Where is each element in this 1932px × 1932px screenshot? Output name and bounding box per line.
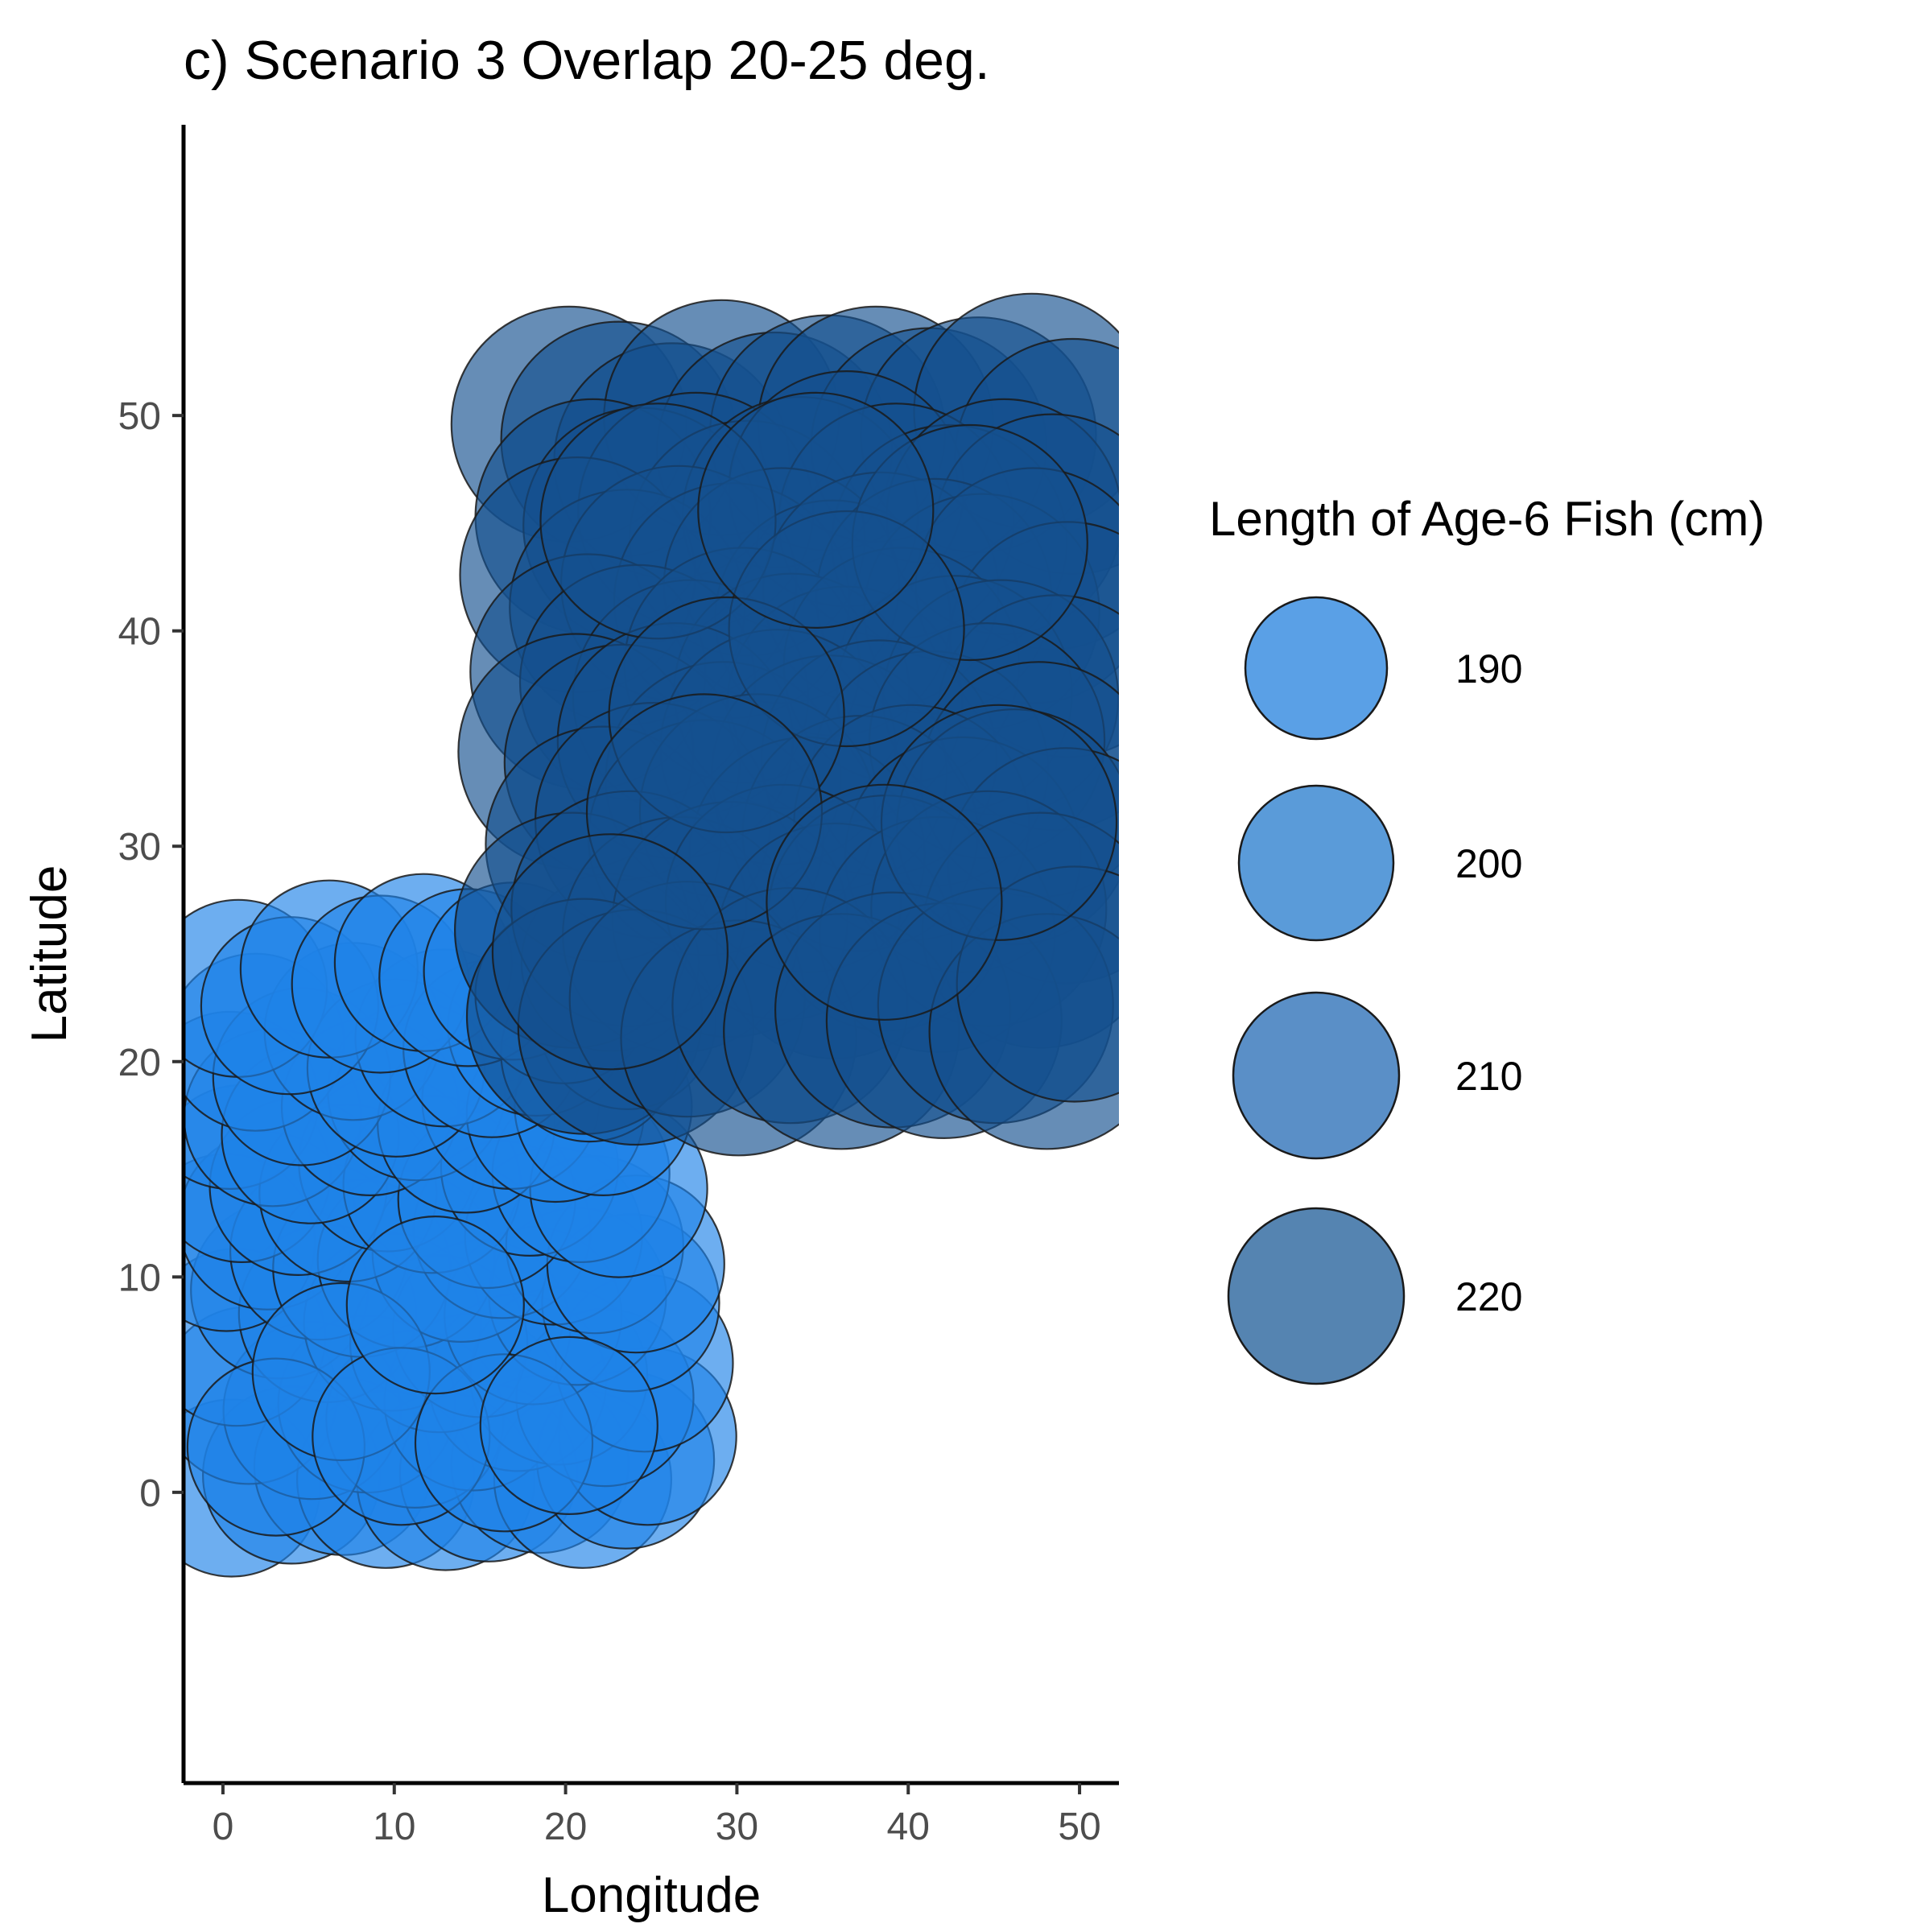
legend-label-210: 210 bbox=[1455, 1054, 1522, 1099]
bubble-northeast-89 bbox=[766, 783, 1003, 1021]
legend-key-200 bbox=[1237, 784, 1395, 942]
bubble-southwest-79 bbox=[345, 1215, 525, 1395]
legend-key-190 bbox=[1244, 596, 1389, 741]
bubble-northeast-91 bbox=[697, 391, 935, 630]
x-tick-label-10: 10 bbox=[373, 1806, 415, 1848]
x-tick-label-0: 0 bbox=[213, 1806, 234, 1848]
y-tick-label-40: 40 bbox=[118, 611, 161, 654]
bubble-southwest-78 bbox=[479, 1335, 658, 1516]
x-tick-label-50: 50 bbox=[1058, 1806, 1100, 1848]
x-tick-label-40: 40 bbox=[887, 1806, 930, 1848]
chart-title: c) Scenario 3 Overlap 20-25 deg. bbox=[184, 30, 990, 91]
x-tick-label-20: 20 bbox=[544, 1806, 587, 1848]
legend-label-200: 200 bbox=[1455, 841, 1522, 886]
y-axis-title: Latitude bbox=[22, 865, 77, 1043]
legend-key-210 bbox=[1232, 991, 1401, 1160]
y-tick-label-0: 0 bbox=[139, 1472, 161, 1515]
legend-label-220: 220 bbox=[1455, 1274, 1522, 1319]
legend-key-220 bbox=[1227, 1207, 1406, 1385]
legend-label-190: 190 bbox=[1455, 646, 1522, 691]
x-axis-title: Longitude bbox=[542, 1868, 761, 1923]
bubbles-layer bbox=[184, 292, 1119, 1578]
bubble-northeast-90 bbox=[491, 833, 729, 1071]
x-tick-label-30: 30 bbox=[716, 1806, 758, 1848]
y-tick-label-30: 30 bbox=[118, 826, 161, 869]
y-tick-label-20: 20 bbox=[118, 1042, 161, 1084]
y-tick-label-50: 50 bbox=[118, 395, 161, 438]
legend: Length of Age-6 Fish (cm) 190 200 210 220 bbox=[1209, 492, 1765, 1385]
y-tick-label-10: 10 bbox=[118, 1257, 161, 1299]
y-ticks: 0 10 20 30 40 50 bbox=[118, 395, 184, 1515]
legend-title: Length of Age-6 Fish (cm) bbox=[1209, 492, 1765, 546]
x-ticks: 0 10 20 30 40 50 bbox=[213, 1783, 1101, 1848]
